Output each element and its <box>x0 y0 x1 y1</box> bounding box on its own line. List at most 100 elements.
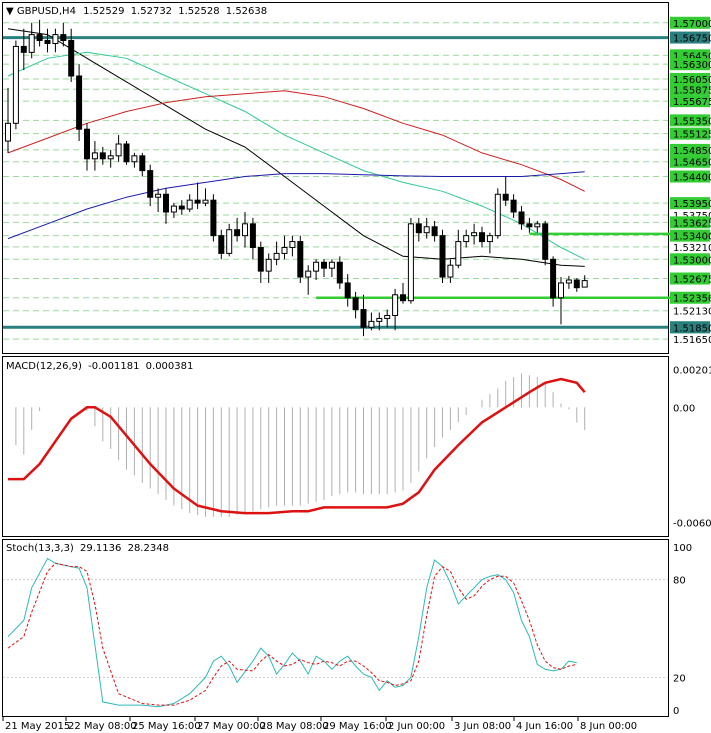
candle-body <box>84 128 90 160</box>
price-tick-highlight <box>670 155 710 168</box>
candle-body <box>194 199 201 204</box>
key-level-tag <box>670 31 710 44</box>
candle-body <box>249 223 256 248</box>
candle-body <box>273 252 280 260</box>
price-tick-label: 1.56300 <box>673 60 711 71</box>
stoch-value-main: 29.1136 <box>80 543 121 554</box>
candle-body <box>202 199 209 204</box>
candle-body <box>91 152 98 160</box>
price-tick-highlight <box>670 291 710 304</box>
candle-body <box>28 34 35 53</box>
time-tick-label: 27 May 00:00 <box>197 721 266 732</box>
macd-tick-label: -0.006085 <box>673 518 711 529</box>
candle-body <box>479 232 485 243</box>
candle-body <box>305 270 312 278</box>
time-tick-label: 22 May 08:00 <box>68 721 137 732</box>
key-level-label: 1.56750 <box>673 34 711 45</box>
price-tick-label: 1.53210 <box>673 243 711 254</box>
price-tick-label: 1.54650 <box>673 158 711 169</box>
price-tick-highlight <box>670 216 710 229</box>
macd-header: MACD(12,26,9) -0.001181 0.000381 <box>6 361 193 372</box>
price-tick-highlight <box>670 16 710 29</box>
candle-body <box>565 279 572 284</box>
price-tick-highlight <box>670 143 710 156</box>
candle-body <box>328 261 335 269</box>
time-tick-label: 21 May 2015 <box>5 721 70 732</box>
candle-body <box>68 40 75 77</box>
price-tick-highlight <box>670 197 710 210</box>
price-tick-highlight <box>670 114 710 127</box>
candle-body <box>147 170 154 198</box>
candle-body <box>471 232 478 237</box>
candle-body <box>186 199 193 210</box>
macd-tick-label: 0.00 <box>673 403 695 414</box>
key-level-tag <box>670 321 710 334</box>
candle-body <box>44 40 51 44</box>
price-tick-label: 1.55125 <box>673 130 711 141</box>
candle-body <box>400 294 406 302</box>
macd-value-main: -0.001181 <box>88 361 139 372</box>
price-tick-highlight <box>670 170 710 183</box>
stoch-title: Stoch(13,3,3) <box>6 543 74 554</box>
price-tick-label: 1.56450 <box>673 51 711 62</box>
candle-body <box>407 223 414 302</box>
ohlc-high: 1.52732 <box>131 6 172 17</box>
candle-body <box>455 241 462 266</box>
macd-signal-line <box>8 377 586 515</box>
time-tick-label: 28 May 08:00 <box>260 721 329 732</box>
candle-body <box>344 282 351 299</box>
candle-body <box>52 34 59 44</box>
price-tick-label: 1.54400 <box>673 173 711 184</box>
macd-title: MACD(12,26,9) <box>6 361 82 372</box>
candle-body <box>234 229 241 237</box>
candle-body <box>289 241 296 248</box>
candle-body <box>115 143 122 157</box>
stoch-tick-label: 100 <box>673 543 692 554</box>
price-tick-label: 1.56050 <box>673 75 711 86</box>
macd-tick-label: 0.00201 <box>673 365 711 376</box>
candle-body <box>99 152 106 160</box>
price-header: ▼ GBPUSD,H4 1.52529 1.52732 1.52528 1.52… <box>6 6 267 17</box>
candle-body <box>573 279 580 289</box>
price-tick-label: 1.51650 <box>673 335 711 346</box>
candle-body <box>352 297 359 311</box>
candle-body <box>439 235 446 278</box>
time-tick-label: 3 Jun 08:00 <box>454 721 511 732</box>
stoch-tick-label: 0 <box>673 706 679 717</box>
price-tick-label: 1.53625 <box>673 218 711 229</box>
stoch-value-signal: 28.2348 <box>128 543 169 554</box>
candle-body <box>376 317 383 322</box>
moving-average-line <box>7 28 585 267</box>
macd-panel-frame <box>2 356 669 537</box>
candle-body <box>321 261 327 269</box>
candle-body <box>107 155 114 160</box>
price-tick-label: 1.53400 <box>673 232 711 243</box>
candle-body <box>20 45 27 53</box>
price-tick-highlight <box>670 127 710 140</box>
candle-body <box>534 223 541 228</box>
candle-body <box>510 199 517 213</box>
candle-body <box>313 261 320 272</box>
candle-body <box>226 229 233 254</box>
price-tick-highlight <box>670 83 710 96</box>
price-tick-highlight <box>670 72 710 85</box>
price-tick-label: 1.55350 <box>673 116 711 127</box>
candle-body <box>392 294 399 316</box>
price-tick-label: 1.57000 <box>673 19 711 30</box>
candle-body <box>139 155 146 172</box>
candle-body <box>447 264 454 278</box>
macd-value-signal: 0.000381 <box>146 361 194 372</box>
candle-body <box>123 143 130 163</box>
symbol-icon: ▼ <box>6 6 17 17</box>
candle-body <box>486 235 493 243</box>
candle-body <box>297 241 304 278</box>
price-tick-label: 1.52350 <box>673 294 711 305</box>
candle-body <box>76 75 83 130</box>
stoch-signal-line <box>7 562 577 706</box>
candle-body <box>581 280 588 288</box>
price-tick-label: 1.54850 <box>673 146 711 157</box>
candle-body <box>360 309 367 328</box>
candle-body <box>170 205 177 213</box>
